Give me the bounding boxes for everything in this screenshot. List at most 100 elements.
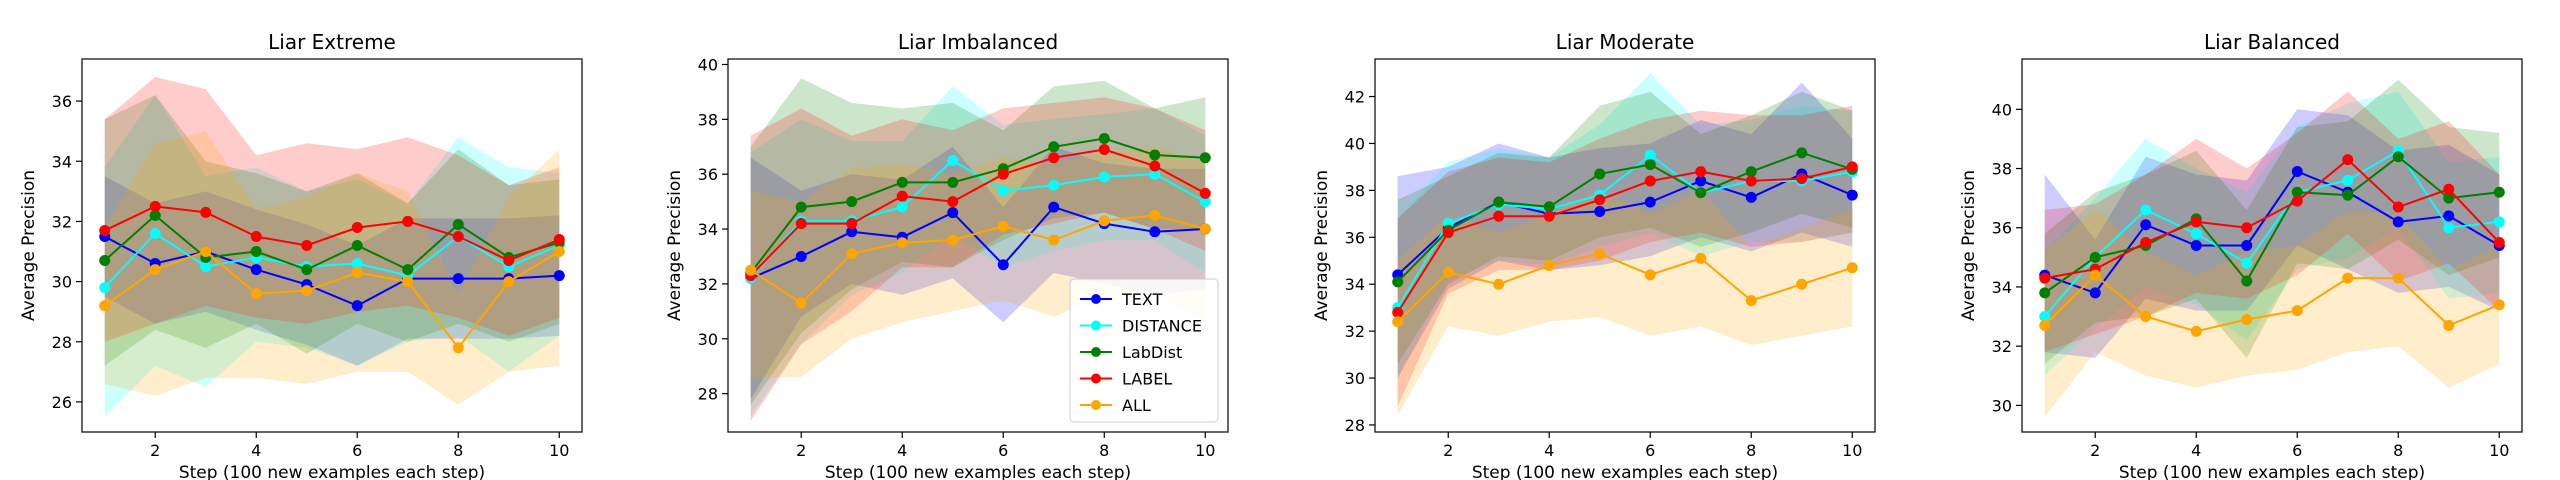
chart-panel-4: 2 4 6 8 10 30 32 34 36 38 40 Liar Balanced Step (100… xyxy=(1959,30,2523,480)
point-labdist xyxy=(846,196,858,208)
y-tick-label: 32 xyxy=(698,275,718,294)
x-tick-label: 10 xyxy=(1842,441,1862,460)
point-all xyxy=(2089,269,2101,281)
band-label xyxy=(104,77,560,342)
point-label xyxy=(1644,175,1656,187)
point-distance xyxy=(997,185,1009,197)
point-distance xyxy=(1098,171,1110,183)
y-tick-label: 26 xyxy=(52,393,72,412)
y-tick-label: 38 xyxy=(1992,160,2012,179)
line-label xyxy=(1396,165,1853,313)
y-axis-label: Average Precision xyxy=(19,170,39,321)
point-label xyxy=(250,230,262,242)
x-tick-label: 2 xyxy=(1443,441,1453,460)
point-all xyxy=(1098,215,1110,227)
y-tick-label: 34 xyxy=(698,220,718,239)
point-labdist xyxy=(1796,147,1808,159)
point-all xyxy=(745,264,757,276)
line-distance xyxy=(1396,153,1853,309)
band-text xyxy=(2044,109,2500,358)
band-labdist xyxy=(104,95,560,366)
x-tick-label: 8 xyxy=(453,441,463,460)
y-tick-label: 38 xyxy=(1345,181,1365,200)
point-label xyxy=(1846,161,1858,173)
point-labdist xyxy=(99,255,111,267)
y-tick-label: 30 xyxy=(698,330,718,349)
legend-marker-all xyxy=(1091,400,1101,410)
point-distance xyxy=(947,154,959,166)
x-tick-label: 8 xyxy=(1746,441,1756,460)
line-all xyxy=(750,214,1206,305)
y-axis-label: Average Precision xyxy=(665,170,685,321)
point-all xyxy=(1594,248,1606,260)
point-distance xyxy=(2342,174,2354,186)
axes-frame xyxy=(81,58,583,433)
band-labdist xyxy=(2044,79,2500,364)
legend-label-text: TEXT xyxy=(1121,290,1163,309)
point-label xyxy=(200,206,212,218)
y-tick-label: 34 xyxy=(1992,278,2012,297)
point-all xyxy=(1199,223,1211,235)
y-tick-label: 40 xyxy=(698,55,718,74)
point-labdist xyxy=(795,201,807,213)
x-tick-label: 2 xyxy=(796,441,806,460)
point-labdist xyxy=(250,246,262,258)
point-label xyxy=(1543,210,1555,222)
plot-area xyxy=(99,77,565,417)
x-tick-label: 4 xyxy=(251,441,261,460)
point-labdist xyxy=(2342,189,2354,201)
point-label xyxy=(1442,227,1454,239)
y-tick-label: 28 xyxy=(52,333,72,352)
line-labdist xyxy=(1396,151,1853,283)
point-label xyxy=(2392,201,2404,213)
point-labdist xyxy=(402,264,414,276)
point-label xyxy=(553,233,565,245)
chart-title: Liar Balanced xyxy=(2204,30,2340,54)
x-axis-label: Step (100 new examples each step) xyxy=(825,463,1131,480)
point-labdist xyxy=(2039,287,2051,299)
axes-frame xyxy=(1374,58,1876,433)
point-text xyxy=(2190,240,2202,251)
point-all xyxy=(1149,209,1161,221)
x-tick-label: 10 xyxy=(1195,441,1215,460)
point-labdist xyxy=(2392,151,2404,163)
legend-label-distance: DISTANCE xyxy=(1122,317,1202,336)
y-tick-label: 42 xyxy=(1345,88,1365,107)
point-labdist xyxy=(1493,196,1505,208)
x-axis-label: Step (100 new examples each step) xyxy=(179,463,485,480)
legend-label-labdist: LabDist xyxy=(1122,343,1182,362)
point-label xyxy=(1149,160,1161,172)
point-labdist xyxy=(149,209,161,221)
point-all xyxy=(2342,272,2354,284)
y-tick-label: 40 xyxy=(1992,100,2012,119)
point-label xyxy=(99,224,111,236)
point-distance xyxy=(149,227,161,239)
point-label xyxy=(402,215,414,227)
x-tick-label: 4 xyxy=(1544,441,1554,460)
point-label xyxy=(1048,152,1060,164)
point-all xyxy=(2140,311,2152,323)
point-text xyxy=(947,207,959,219)
band-distance xyxy=(1397,73,1853,378)
point-all xyxy=(553,246,565,258)
point-labdist xyxy=(452,218,464,230)
point-label xyxy=(795,218,807,230)
band-distance xyxy=(104,95,560,417)
point-distance xyxy=(351,258,363,270)
point-all xyxy=(2039,319,2051,331)
point-all xyxy=(351,267,363,279)
point-distance xyxy=(896,201,908,213)
point-all xyxy=(947,234,959,246)
point-text xyxy=(1695,175,1707,187)
point-labdist xyxy=(1048,141,1060,153)
line-labdist xyxy=(104,214,560,271)
point-distance xyxy=(200,261,212,273)
x-tick-label: 6 xyxy=(2292,441,2302,460)
point-all xyxy=(503,276,515,288)
point-text xyxy=(2443,210,2455,222)
band-all xyxy=(750,146,1206,378)
point-label xyxy=(1098,144,1110,156)
point-text xyxy=(1644,196,1656,208)
line-distance xyxy=(103,232,560,289)
line-all xyxy=(104,250,560,350)
